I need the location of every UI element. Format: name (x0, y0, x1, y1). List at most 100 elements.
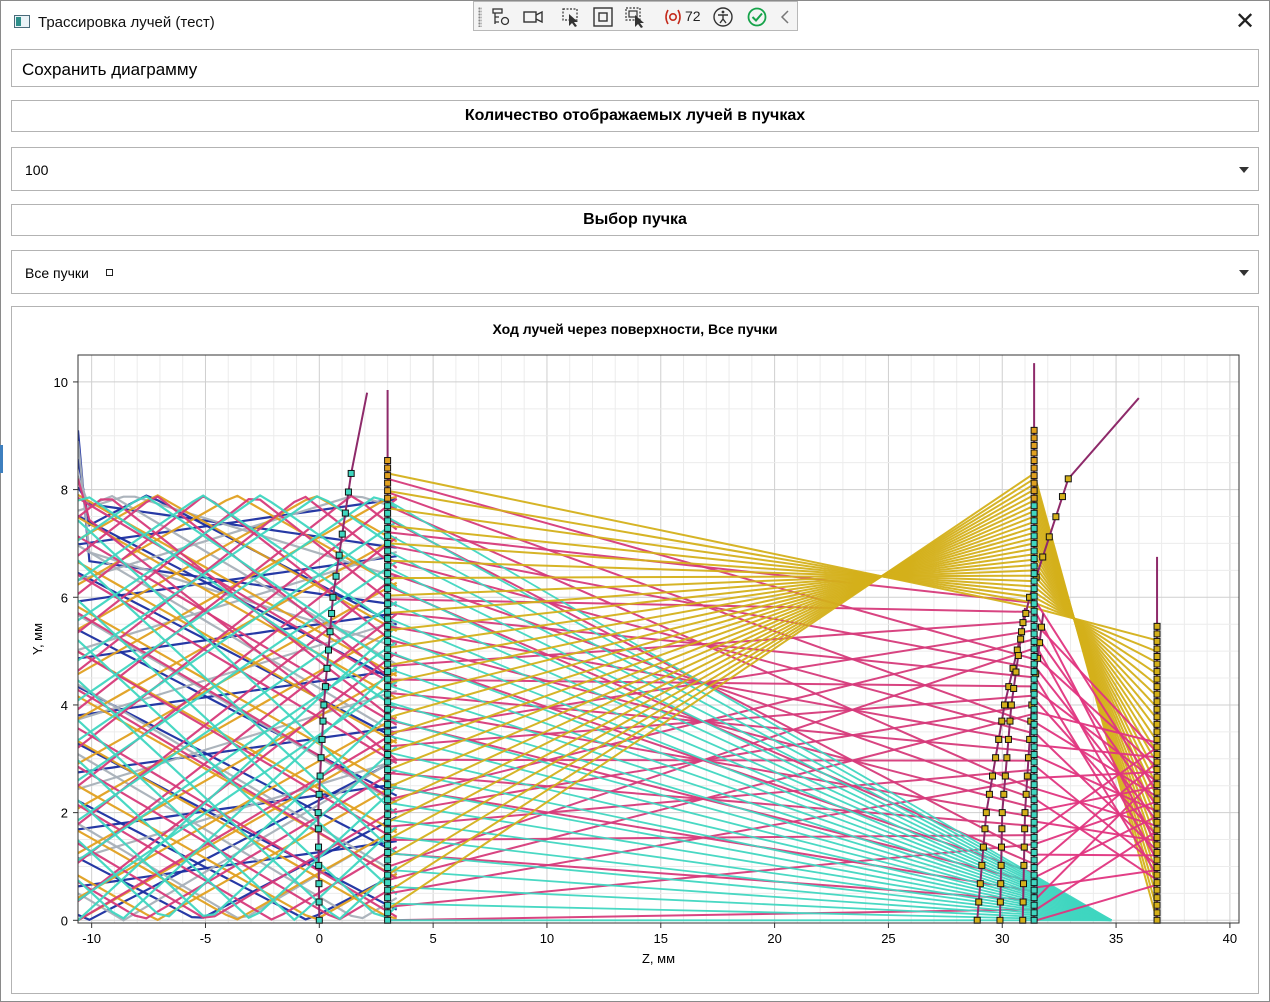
ray-cyan (387, 533, 1112, 922)
ray-yellow (387, 483, 1035, 876)
ray-hit-marker (384, 487, 392, 495)
ray-magenta (78, 689, 398, 880)
ray-cyan (387, 516, 1112, 922)
ray-cyan (387, 785, 1112, 922)
ray-hit-marker (1019, 898, 1027, 906)
ray-hit-marker (1153, 622, 1161, 630)
beam-value: Все пучки (25, 265, 89, 281)
ray-hit-marker (384, 637, 392, 645)
ray-hit-marker (1020, 861, 1028, 869)
ray-yellow (1033, 564, 1158, 731)
toolbar-grip-icon[interactable] (478, 7, 482, 27)
ray-hit-marker (384, 675, 392, 683)
select-element-icon[interactable] (560, 6, 582, 28)
close-button[interactable]: ✕ (1234, 8, 1256, 35)
y-tick-label: 8 (61, 483, 68, 498)
hot-reload-ok-icon[interactable] (746, 6, 768, 28)
record-icon[interactable] (522, 6, 544, 28)
ray-yellow (1033, 542, 1158, 776)
ray-yellow (387, 564, 1035, 614)
ray-yellow (387, 520, 1035, 754)
ray-hit-marker (321, 683, 329, 691)
ray-cyan (78, 640, 398, 862)
ray-cyan (78, 495, 398, 670)
ray-hit-marker (384, 909, 392, 917)
ray-hit-marker (1153, 652, 1161, 660)
ray-hit-marker (384, 622, 392, 630)
ray-hit-marker (1030, 434, 1038, 442)
ray-cyan (387, 583, 1112, 922)
ray-hit-marker (1030, 487, 1038, 495)
ray-hit-marker (998, 825, 1006, 833)
ray-hit-marker (1018, 628, 1026, 636)
ray-hit-marker (996, 898, 1004, 906)
ray-hit-marker (384, 826, 392, 834)
ray-yellow (1033, 537, 1158, 787)
ray-hit-marker (1153, 818, 1161, 826)
ray-gray (78, 495, 398, 582)
ray-hit-marker (1023, 772, 1031, 780)
ray-hit-marker (1030, 743, 1038, 751)
ray-hit-marker (1030, 728, 1038, 736)
ray-hit-marker (384, 615, 392, 623)
ray-hit-marker (1153, 683, 1161, 691)
ray-cyan (78, 600, 398, 822)
ray-hit-marker (1153, 894, 1161, 902)
ray-hit-marker (384, 773, 392, 781)
ray-hit-marker (384, 600, 392, 608)
ray-trace-chart[interactable]: Ход лучей через поверхности, Все пучки -… (12, 307, 1258, 993)
ray-hit-marker (328, 609, 336, 617)
x-tick-label: -5 (200, 931, 212, 946)
ray-hit-marker (1030, 886, 1038, 894)
ray-hit-marker (1153, 901, 1161, 909)
chart-title: Ход лучей через поверхности, Все пучки (492, 321, 777, 337)
ray-hit-marker (1153, 781, 1161, 789)
ray-hit-marker (1039, 553, 1047, 561)
ray-magenta (78, 497, 398, 634)
ray-hit-marker (1030, 502, 1038, 510)
ray-yellow (387, 504, 1035, 806)
ray-cyan (387, 499, 1112, 922)
ray-hit-marker (1030, 766, 1038, 774)
ray-hit-marker (1022, 609, 1030, 617)
ray-hit-marker (384, 509, 392, 517)
ray-hit-marker (1153, 826, 1161, 834)
ray-hit-marker (384, 758, 392, 766)
live-visual-tree-icon[interactable] (490, 6, 512, 28)
ray-yellow (387, 542, 1035, 588)
ray-hit-marker (1030, 916, 1038, 924)
y-tick-label: 6 (61, 590, 68, 605)
ray-hit-marker (1153, 833, 1161, 841)
ray-hit-marker (384, 750, 392, 758)
ray-orange (78, 581, 398, 765)
beam-select[interactable]: Все пучки (11, 250, 1259, 294)
ray-cyan (78, 639, 398, 919)
binding-failures-icon[interactable] (662, 6, 684, 28)
save-diagram-button[interactable]: Сохранить диаграмму (11, 49, 1259, 87)
track-focus-icon[interactable] (624, 6, 646, 28)
ray-yellow (387, 542, 1035, 684)
ray-pink (1035, 667, 1158, 822)
ray-hit-marker (1022, 790, 1030, 798)
ray-hit-marker (1030, 494, 1038, 502)
ray-gray (78, 689, 398, 791)
collapse-icon[interactable] (777, 6, 793, 28)
ray-hit-marker (1019, 916, 1027, 924)
ray-pink (1035, 634, 1158, 807)
ray-hit-marker (1153, 675, 1161, 683)
ray-hit-marker (320, 701, 328, 709)
ray-magenta (387, 531, 1032, 604)
rays-count-select[interactable]: 100 (11, 147, 1259, 191)
display-adorners-icon[interactable] (592, 6, 614, 28)
ray-cyan (78, 665, 398, 920)
ray-hit-marker (1030, 848, 1038, 856)
ray-hit-marker (1153, 705, 1161, 713)
ray-hit-marker (995, 735, 1003, 743)
ray-cyan (78, 719, 398, 922)
ray-hit-marker (384, 781, 392, 789)
ray-hit-marker (997, 880, 1005, 888)
ray-hit-marker (1153, 728, 1161, 736)
accessibility-icon[interactable] (712, 6, 734, 28)
ray-hit-marker (384, 864, 392, 872)
ray-hit-marker (1153, 864, 1161, 872)
